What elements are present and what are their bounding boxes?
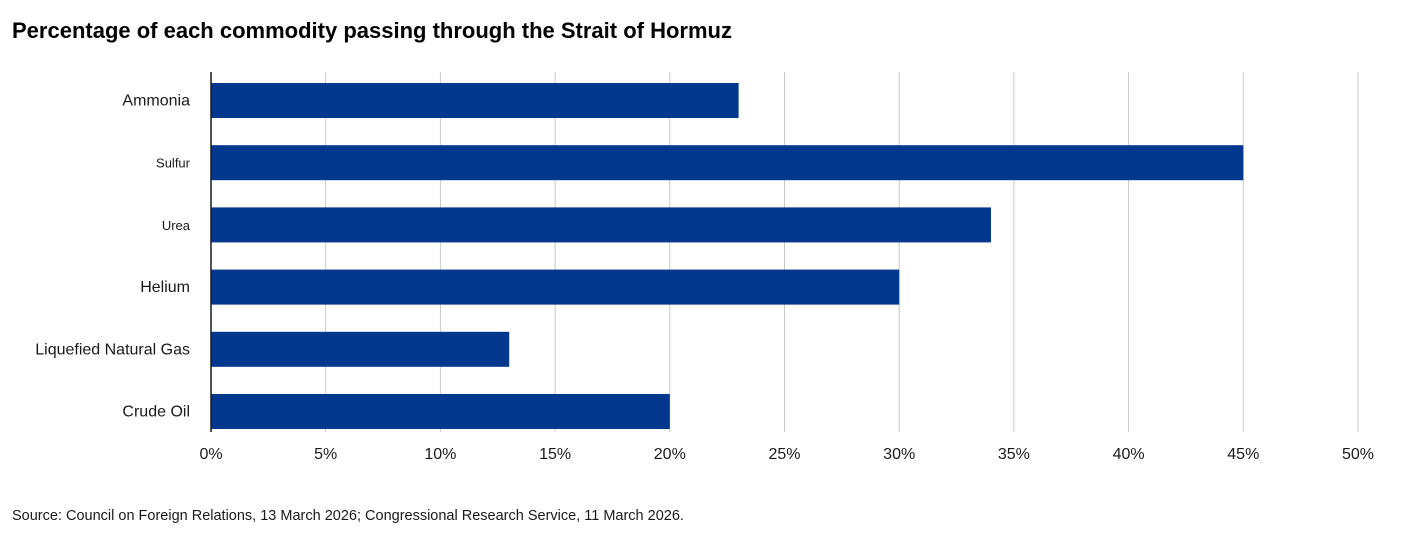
bar bbox=[211, 269, 900, 305]
bar bbox=[211, 145, 1244, 181]
x-tick-label: 40% bbox=[1113, 446, 1145, 463]
x-tick-labels: 0% 5% 10% 15% 20% 25% 30% 35% 40% 45% 50% bbox=[199, 446, 1374, 463]
category-label: Ammonia bbox=[122, 93, 190, 110]
x-tick-label: 20% bbox=[654, 446, 686, 463]
x-tick-label: 35% bbox=[998, 446, 1030, 463]
bar bbox=[211, 394, 670, 429]
category-label: Urea bbox=[162, 218, 191, 233]
x-tick-label: 25% bbox=[768, 446, 800, 463]
bar bbox=[211, 83, 739, 118]
x-tick-label: 5% bbox=[314, 446, 337, 463]
x-tick-label: 30% bbox=[883, 446, 915, 463]
bars bbox=[211, 83, 1244, 429]
category-labels: Ammonia Sulfur Urea Helium Liquefied Natural… bbox=[35, 93, 191, 421]
category-label: Helium bbox=[140, 279, 190, 296]
bar bbox=[211, 207, 991, 243]
x-tick-label: 45% bbox=[1227, 446, 1259, 463]
x-tick-label: 0% bbox=[199, 446, 222, 463]
x-tick-label: 15% bbox=[539, 446, 571, 463]
x-tick-label: 50% bbox=[1342, 446, 1374, 463]
grid-lines bbox=[325, 72, 1359, 432]
source-note: Source: Council on Foreign Relations, 13… bbox=[12, 508, 684, 524]
category-label: Crude Oil bbox=[122, 404, 190, 421]
bar bbox=[211, 331, 510, 367]
chart-title: Percentage of each commodity passing thr… bbox=[12, 18, 732, 43]
x-tick-label: 10% bbox=[424, 446, 456, 463]
category-label: Sulfur bbox=[156, 156, 191, 171]
category-label: Liquefied Natural Gas bbox=[35, 341, 190, 358]
